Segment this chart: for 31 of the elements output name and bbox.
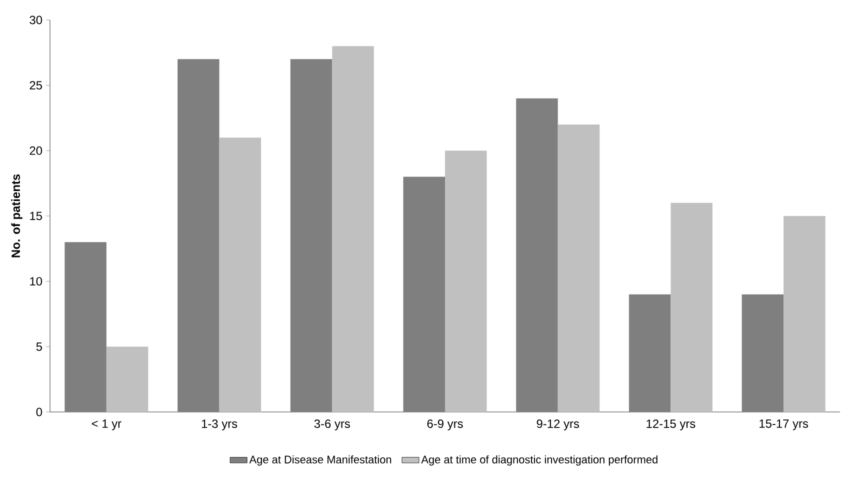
bar — [558, 124, 600, 412]
x-tick-label: 6-9 yrs — [427, 419, 463, 430]
bar — [106, 346, 148, 412]
y-tick-label: 0 — [36, 408, 42, 416]
bar — [670, 202, 712, 412]
y-tick-label: 15 — [30, 212, 42, 220]
bar — [178, 59, 220, 412]
bar — [628, 294, 671, 412]
x-tick-label: 12-15 yrs — [646, 419, 696, 430]
x-tick-label: 15-17 yrs — [760, 419, 808, 430]
x-tick-label: 3-6 yrs — [314, 419, 350, 430]
bar — [403, 176, 446, 412]
x-tick-label: 9-12 yrs — [536, 419, 580, 430]
y-tick-label: 5 — [36, 342, 42, 351]
bar — [742, 294, 784, 412]
bar — [332, 46, 374, 412]
x-tick-label: 1-3 yrs — [202, 419, 238, 430]
y-tick-label: 30 — [30, 16, 42, 24]
x-tick-label: < 1 yr — [92, 419, 122, 430]
y-tick-label: 10 — [30, 277, 42, 286]
bar — [219, 138, 262, 412]
bar — [445, 150, 487, 412]
y-tick-label: 20 — [30, 146, 42, 155]
legend-label: Age at time of diagnostic investigation performed — [421, 455, 658, 466]
bar — [64, 242, 106, 412]
y-axis-title: No. of patients — [11, 174, 22, 258]
bar — [784, 216, 826, 412]
y-tick-label: 25 — [30, 81, 42, 90]
legend-label: Age at Disease Manifestation — [249, 455, 392, 466]
bar — [290, 59, 332, 412]
bar — [516, 98, 558, 412]
